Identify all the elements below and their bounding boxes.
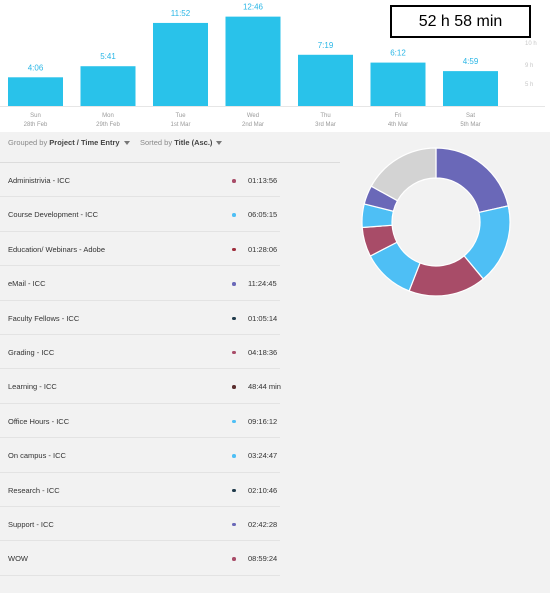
sort-by-prefix: Sorted by: [140, 138, 173, 147]
sort-bar: Grouped by Project / Time Entry Sorted b…: [0, 138, 340, 152]
entry-title: Course Development - ICC: [8, 210, 99, 220]
bar: [80, 66, 136, 106]
entry-duration: 01:13:56: [248, 176, 278, 185]
list-item[interactable]: Administrivia - ICC 01:13:56: [0, 163, 280, 198]
x-tick-day: Sun: [30, 113, 41, 119]
entry-title: On campus - ICC: [8, 451, 66, 461]
entry-duration: 03:24:47: [248, 451, 278, 461]
entry-duration: 02:10:46: [248, 485, 278, 495]
y-tick-label: 5 h: [525, 82, 533, 88]
x-tick-date: 1st Mar: [170, 122, 190, 128]
x-tick-day: Fri: [395, 113, 402, 119]
bar: [8, 77, 63, 106]
x-tick-date: 29th Feb: [96, 122, 120, 128]
time-entry-list: Administrivia - ICC 01:13:56 Course Develo…: [0, 163, 281, 576]
project-color-dot: [232, 213, 236, 217]
entry-duration: 11:24:45: [248, 279, 277, 289]
project-color-dot: [232, 557, 236, 561]
list-item[interactable]: Education/ Webinars - Adobe 01:28:06: [0, 232, 280, 267]
x-tick-date: 3rd Mar: [315, 122, 336, 128]
entry-title: Support - ICC: [8, 519, 54, 529]
list-item[interactable]: Grading - ICC 04:18:36: [0, 335, 280, 370]
bar-value-label: 4:06: [28, 63, 44, 72]
list-item[interactable]: Faculty Fellows - ICC 01:05:14: [0, 301, 280, 335]
project-color-dot: [232, 350, 236, 355]
list-item[interactable]: Learning - ICC 48:44 min: [0, 369, 281, 404]
bar-value-label: 6:12: [390, 49, 406, 58]
x-tick-day: Sat: [466, 113, 475, 119]
entry-title: Office Hours - ICC: [8, 416, 70, 426]
entry-duration: 09:16:12: [248, 416, 278, 426]
donut-slice: [370, 147, 437, 202]
bar-value-label: 12:46: [243, 3, 264, 12]
x-tick-day: Wed: [247, 113, 259, 119]
bar: [443, 71, 498, 106]
entry-title: Learning - ICC: [8, 382, 57, 392]
group-by-value: Project / Time Entry: [49, 138, 120, 147]
entry-title: Research - ICC: [8, 485, 60, 495]
y-tick-label: 10 h: [525, 41, 537, 47]
x-tick-date: 2nd Mar: [242, 122, 264, 128]
y-tick-label: 9 h: [525, 63, 533, 69]
project-color-dot: [232, 454, 236, 458]
entry-duration: 06:05:15: [248, 210, 278, 220]
project-color-dot: [232, 316, 236, 321]
list-item[interactable]: Office Hours - ICC 09:16:12: [0, 404, 280, 439]
group-by-prefix: Grouped by: [8, 138, 48, 147]
project-color-dot: [232, 385, 236, 389]
sort-by-dropdown[interactable]: Sorted by Title (Asc.): [140, 138, 223, 147]
entry-duration: 02:42:28: [248, 519, 278, 529]
project-color-dot: [232, 282, 236, 286]
list-item[interactable]: Research - ICC 02:10:46: [0, 473, 280, 507]
bar: [370, 62, 426, 106]
list-item[interactable]: Course Development - ICC 06:05:15: [0, 197, 280, 232]
list-item[interactable]: WOW 08:59:24: [0, 541, 280, 576]
entry-duration: 48:44 min: [248, 382, 281, 392]
chevron-down-icon: [123, 141, 130, 146]
chevron-down-icon: [216, 141, 223, 146]
bar-chart-svg: 10 h 9 h 5 h 4:06 Sun 28th Feb 5:41 Mon 29th Feb…: [0, 3, 545, 128]
project-color-dot: [232, 179, 236, 183]
entry-title: eMail - ICC: [8, 279, 46, 289]
entry-title: WOW: [8, 554, 28, 564]
project-color-dot: [232, 488, 236, 493]
bar-value-label: 11:52: [171, 9, 191, 18]
donut-slice: [435, 147, 509, 214]
bar-value-label: 7:19: [318, 41, 334, 50]
sort-by-value: Title (Asc.): [174, 138, 213, 147]
project-color-dot: [232, 522, 236, 527]
project-color-dot: [232, 419, 236, 424]
list-divider: [0, 162, 340, 163]
entry-title: Grading - ICC: [8, 347, 55, 357]
project-donut-chart: [361, 147, 511, 297]
entry-duration: 04:18:36: [248, 347, 278, 357]
total-duration-box: 52 h 58 min: [390, 5, 531, 38]
entry-title: Education/ Webinars - Adobe: [8, 244, 106, 254]
x-tick-day: Mon: [102, 113, 114, 119]
bar-value-label: 4:59: [463, 57, 479, 66]
entry-duration: 01:05:14: [248, 313, 278, 323]
x-tick-date: 4th Mar: [388, 122, 408, 128]
x-tick-date: 5th Mar: [460, 122, 480, 128]
x-tick-day: Tue: [175, 113, 186, 119]
list-item[interactable]: eMail - ICC 11:24:45: [0, 266, 280, 301]
bar: [153, 22, 208, 106]
bar: [225, 16, 281, 107]
project-color-dot: [232, 247, 236, 252]
entry-title: Administrivia - ICC: [8, 176, 71, 185]
group-by-dropdown[interactable]: Grouped by Project / Time Entry: [8, 138, 130, 147]
bar-value-label: 5:41: [100, 52, 116, 61]
x-tick-date: 28th Feb: [24, 122, 48, 128]
entry-duration: 01:28:06: [248, 244, 278, 254]
bar: [298, 54, 353, 106]
entry-title: Faculty Fellows - ICC: [8, 313, 80, 323]
list-item[interactable]: Support - ICC 02:42:28: [0, 507, 280, 542]
entry-duration: 08:59:24: [248, 554, 278, 564]
x-tick-day: Thu: [320, 113, 330, 119]
list-item[interactable]: On campus - ICC 03:24:47: [0, 438, 280, 473]
